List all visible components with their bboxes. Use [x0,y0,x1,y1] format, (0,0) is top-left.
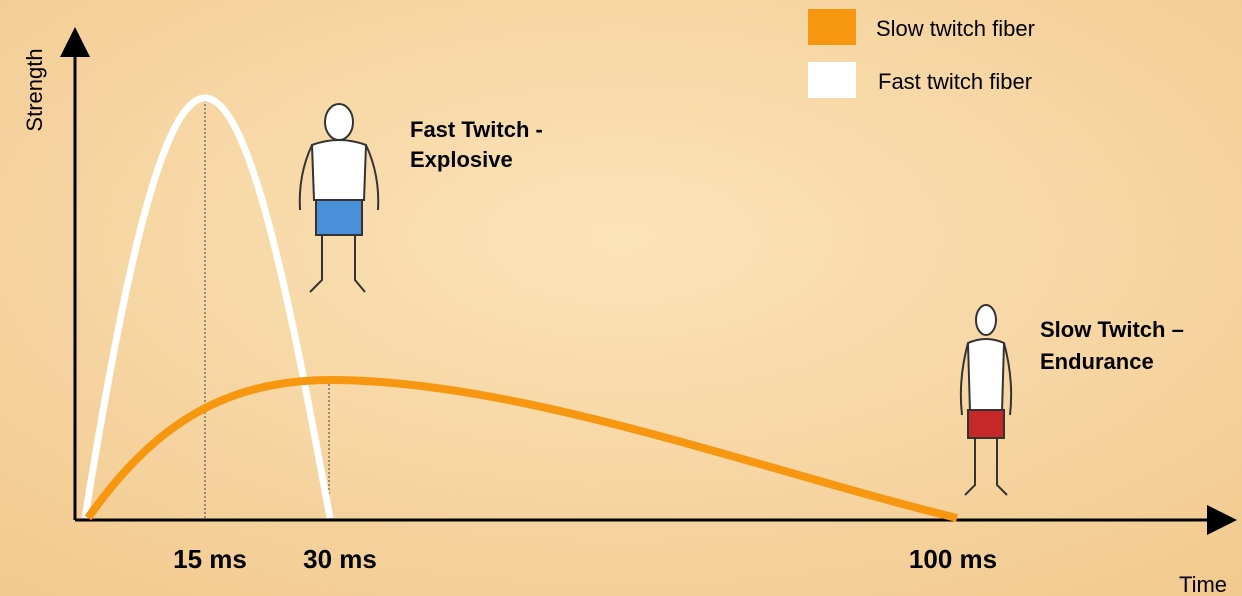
legend-label: Slow twitch fiber [876,16,1035,41]
diagram: Slow twitch fiber Fast twitch fiber Stre… [0,0,1242,596]
legend-label: Fast twitch fiber [878,69,1032,94]
x-axis-label: Time [1179,572,1227,596]
annotation: Slow Twitch – [1040,317,1184,342]
x-tick-label: 30 ms [303,544,377,574]
background [0,0,1242,596]
annotation: Fast Twitch - [410,117,543,142]
y-axis-label: Strength [22,48,47,131]
x-tick-label: 15 ms [173,544,247,574]
legend-swatch [808,9,856,45]
annotation: Explosive [410,147,513,172]
annotation: Endurance [1040,349,1154,374]
x-tick-label: 100 ms [909,544,997,574]
legend-swatch [808,62,856,98]
